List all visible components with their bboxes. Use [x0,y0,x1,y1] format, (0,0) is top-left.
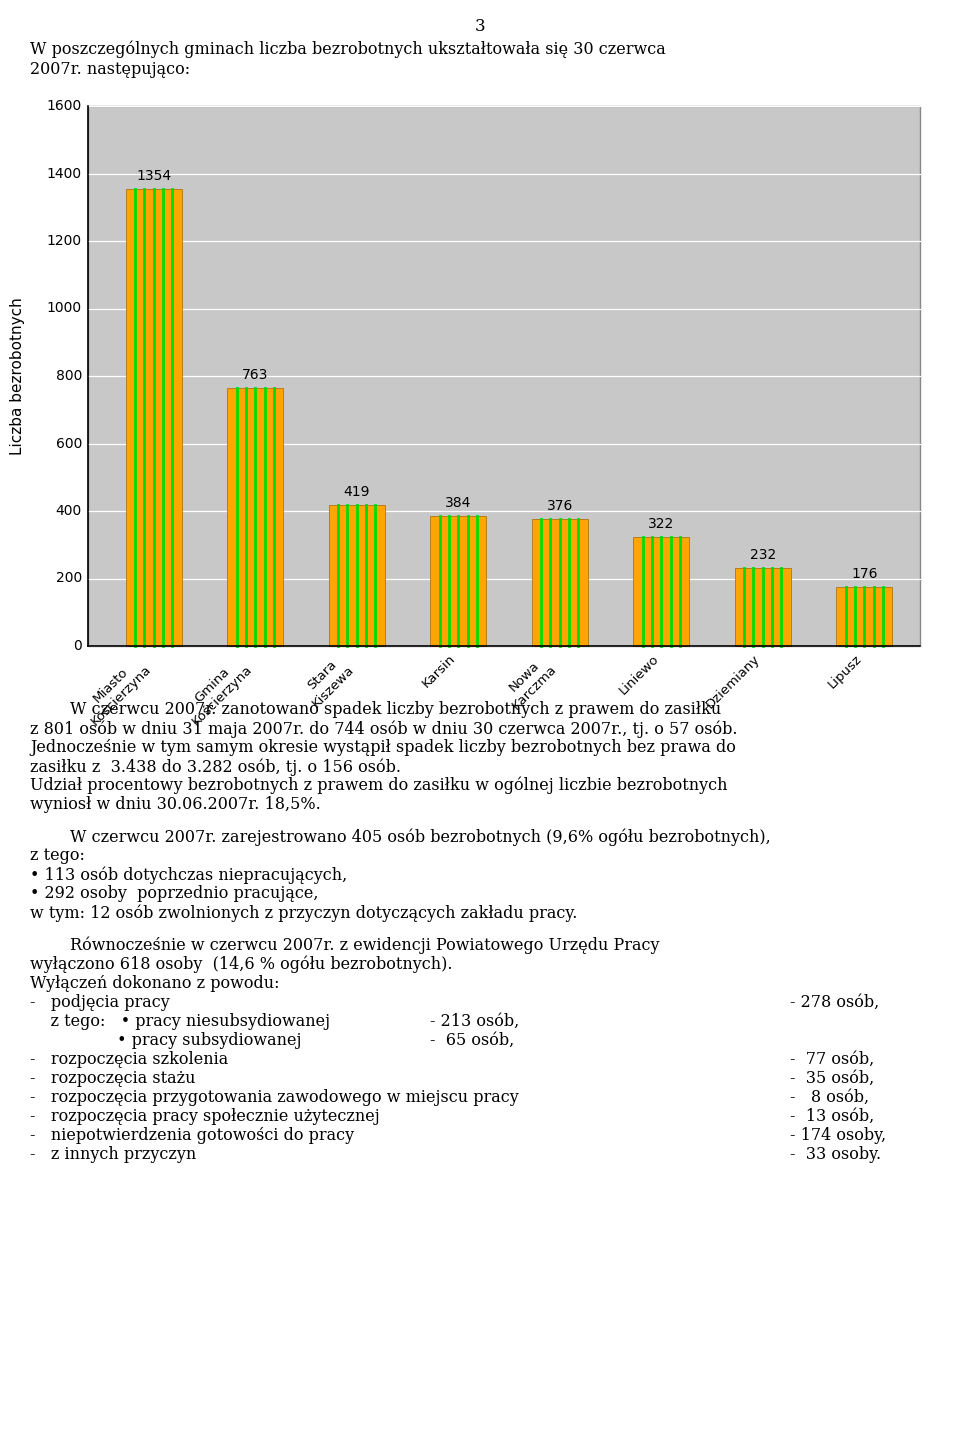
Text: Równocześnie w czerwcu 2007r. z ewidencji Powiatowego Urzędu Pracy: Równocześnie w czerwcu 2007r. z ewidencj… [70,936,660,954]
Text: -   niepotwierdzenia gotowości do pracy: - niepotwierdzenia gotowości do pracy [30,1127,354,1143]
Text: -  13 osób,: - 13 osób, [790,1107,875,1124]
Text: z tego:: z tego: [30,847,84,864]
Text: 1000: 1000 [47,302,82,316]
Text: wyłączono 618 osoby  (14,6 % ogółu bezrobotnych).: wyłączono 618 osoby (14,6 % ogółu bezrob… [30,955,452,974]
Text: -   rozpoczęcia stażu: - rozpoczęcia stażu [30,1070,196,1087]
Bar [228,389,283,646]
Bar [430,517,486,646]
Text: Liniewo: Liniewo [616,652,661,696]
Text: 200: 200 [56,572,82,586]
Text: wyniosł w dniu 30.06.2007r. 18,5%.: wyniosł w dniu 30.06.2007r. 18,5%. [30,796,321,813]
Text: 1400: 1400 [47,167,82,181]
Text: 376: 376 [546,500,573,513]
Text: Nowa
Karczma: Nowa Karczma [499,652,560,712]
Text: -  65 osób,: - 65 osób, [430,1031,515,1048]
Text: -  33 osoby.: - 33 osoby. [790,1146,881,1163]
Text: • 292 osoby  poprzednio pracujące,: • 292 osoby poprzednio pracujące, [30,886,319,902]
Text: -   8 osób,: - 8 osób, [790,1088,869,1106]
Text: W czerwcu 2007r. zarejestrowano 405 osób bezrobotnych (9,6% ogółu bezrobotnych),: W czerwcu 2007r. zarejestrowano 405 osób… [70,829,771,846]
Text: -   rozpoczęcia przygotowania zawodowego w miejscu pracy: - rozpoczęcia przygotowania zawodowego w… [30,1088,518,1106]
Text: 3: 3 [474,19,486,34]
Text: - 278 osób,: - 278 osób, [790,994,879,1011]
Bar [634,537,689,646]
Text: -   z innych przyczyn: - z innych przyczyn [30,1146,196,1163]
Text: Jednocześnie w tym samym okresie wystąpił spadek liczby bezrobotnych bez prawa d: Jednocześnie w tym samym okresie wystąpi… [30,740,736,755]
Text: W czerwcu 2007r. zanotowano spadek liczby bezrobotnych z prawem do zasiłku: W czerwcu 2007r. zanotowano spadek liczb… [70,701,721,718]
Text: Dziemiany: Dziemiany [704,652,763,711]
Text: -   rozpoczęcia szkolenia: - rozpoczęcia szkolenia [30,1051,228,1067]
Text: -  35 osób,: - 35 osób, [790,1070,875,1087]
Text: 176: 176 [851,567,877,580]
Text: 322: 322 [648,517,674,531]
Text: 400: 400 [56,504,82,518]
Bar [126,190,181,646]
Text: 419: 419 [344,484,370,498]
Text: Gmina
Kościerzyna: Gmina Kościerzyna [180,652,255,728]
Bar [329,504,385,646]
Text: 1600: 1600 [47,99,82,113]
Text: W poszczególnych gminach liczba bezrobotnych ukształtowała się 30 czerwca: W poszczególnych gminach liczba bezrobot… [30,42,665,59]
Text: Udział procentowy bezrobotnych z prawem do zasiłku w ogólnej liczbie bezrobotnyc: Udział procentowy bezrobotnych z prawem … [30,777,728,794]
Bar [734,567,791,646]
Text: • pracy subsydiowanej: • pracy subsydiowanej [30,1031,301,1048]
Text: 384: 384 [445,497,471,510]
Text: 2007r. następująco:: 2007r. następująco: [30,60,190,78]
Text: 1200: 1200 [47,234,82,248]
Text: 0: 0 [73,639,82,653]
Text: - 174 osoby,: - 174 osoby, [790,1127,886,1143]
Text: zasiłku z  3.438 do 3.282 osób, tj. o 156 osób.: zasiłku z 3.438 do 3.282 osób, tj. o 156… [30,758,401,775]
Text: Lipusz: Lipusz [826,652,864,691]
Text: • 113 osób dotychczas niepracujących,: • 113 osób dotychczas niepracujących, [30,866,348,883]
Text: 232: 232 [750,547,776,561]
Text: - 213 osób,: - 213 osób, [430,1012,519,1030]
Bar [532,518,588,646]
Text: w tym: 12 osób zwolnionych z przyczyn dotyczących zakładu pracy.: w tym: 12 osób zwolnionych z przyczyn do… [30,905,577,922]
Text: z 801 osób w dniu 31 maja 2007r. do 744 osób w dniu 30 czerwca 2007r., tj. o 57 : z 801 osób w dniu 31 maja 2007r. do 744 … [30,719,737,738]
Text: z tego:   • pracy niesubsydiowanej: z tego: • pracy niesubsydiowanej [30,1012,330,1030]
Bar [88,106,920,646]
Text: 1354: 1354 [136,169,171,182]
Text: Liczba bezrobotnych: Liczba bezrobotnych [11,297,26,455]
Text: Miasto
Kościerzyna: Miasto Kościerzyna [78,652,154,728]
Text: Stara
Kiszewa: Stara Kiszewa [300,652,357,709]
Text: Karsin: Karsin [420,652,458,691]
Text: 763: 763 [242,369,269,382]
Text: Wyłączeń dokonano z powodu:: Wyłączeń dokonano z powodu: [30,975,279,992]
Bar [836,586,892,646]
Text: -   podjęcia pracy: - podjęcia pracy [30,994,170,1011]
Text: 800: 800 [56,369,82,383]
Text: -   rozpoczęcia pracy społecznie użytecznej: - rozpoczęcia pracy społecznie użyteczne… [30,1107,380,1124]
Text: -  77 osób,: - 77 osób, [790,1051,875,1067]
Text: 600: 600 [56,437,82,451]
